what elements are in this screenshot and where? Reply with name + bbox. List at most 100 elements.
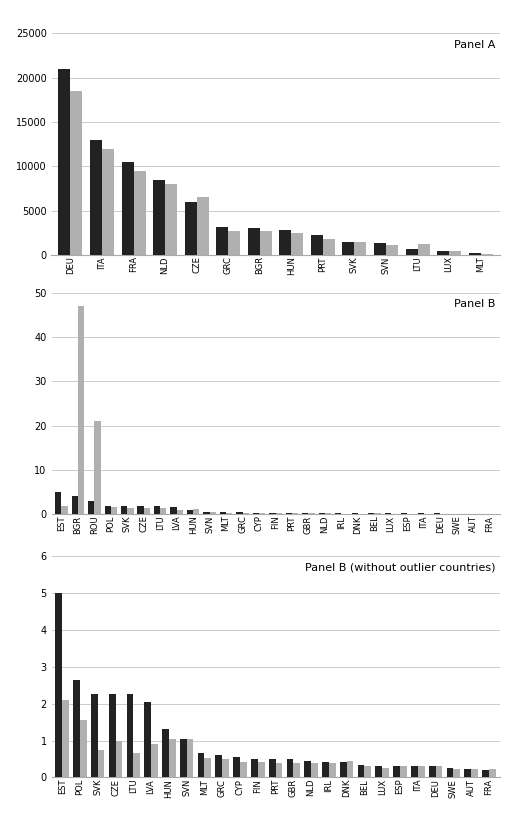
Bar (304, 761, 311, 777)
Legend: 1995, 2009: 1995, 2009 (227, 613, 324, 622)
Bar (347, 761, 353, 777)
Bar (436, 767, 442, 777)
Bar (58, 69, 71, 255)
Bar (153, 180, 165, 255)
Bar (91, 695, 98, 777)
Bar (240, 762, 247, 777)
Bar (357, 765, 365, 777)
Bar (233, 757, 240, 777)
Text: Panel B: Panel B (454, 299, 495, 309)
Bar (286, 512, 292, 514)
Bar (170, 507, 177, 514)
Bar (62, 700, 69, 777)
Bar (121, 506, 127, 514)
Bar (248, 228, 260, 255)
Bar (354, 242, 366, 255)
Bar (160, 508, 166, 514)
Bar (418, 767, 424, 777)
Bar (56, 593, 62, 777)
Bar (73, 680, 80, 777)
Bar (469, 253, 480, 255)
Bar (453, 769, 460, 777)
Bar (122, 162, 133, 255)
Bar (253, 512, 259, 514)
Bar (80, 721, 87, 777)
Bar (382, 768, 389, 777)
Bar (294, 763, 300, 777)
Bar (138, 506, 144, 514)
Bar (291, 233, 303, 255)
Bar (177, 510, 183, 514)
Bar (102, 149, 114, 255)
Bar (319, 513, 325, 514)
Bar (279, 230, 291, 255)
Bar (144, 508, 150, 514)
Bar (465, 769, 471, 777)
Bar (368, 513, 374, 514)
Bar (385, 513, 391, 514)
Bar (151, 743, 158, 777)
Bar (375, 766, 382, 777)
Bar (204, 758, 211, 777)
Bar (105, 506, 111, 514)
Bar (210, 512, 216, 514)
Bar (386, 245, 398, 255)
Bar (71, 91, 82, 255)
Bar (276, 763, 282, 777)
Bar (94, 421, 100, 514)
Bar (323, 239, 335, 255)
Bar (228, 231, 240, 255)
Bar (260, 231, 272, 255)
Bar (165, 184, 177, 255)
Bar (203, 512, 210, 514)
Bar (269, 513, 276, 514)
Bar (480, 253, 493, 255)
Bar (374, 242, 386, 255)
Bar (226, 512, 232, 514)
Legend: 1995, 2009: 1995, 2009 (227, 354, 324, 363)
Bar (292, 513, 298, 514)
Bar (115, 741, 122, 777)
Bar (302, 513, 308, 514)
Bar (340, 762, 347, 777)
Bar (411, 766, 418, 777)
Bar (127, 508, 133, 514)
Bar (186, 739, 194, 777)
Bar (400, 767, 407, 777)
Bar (154, 506, 160, 514)
Bar (144, 701, 151, 777)
Bar (365, 767, 371, 777)
Bar (220, 512, 226, 514)
Bar (418, 244, 430, 255)
Bar (98, 750, 105, 777)
Bar (169, 739, 176, 777)
Bar (482, 770, 489, 777)
Bar (187, 510, 193, 514)
Text: Panel A: Panel A (454, 40, 495, 50)
Bar (111, 507, 117, 514)
Bar (162, 730, 169, 777)
Bar (393, 766, 400, 777)
Bar (197, 197, 209, 255)
Bar (90, 140, 102, 255)
Bar (127, 695, 133, 777)
Bar (180, 739, 186, 777)
Bar (471, 769, 478, 777)
Bar (236, 512, 243, 514)
Bar (185, 201, 197, 255)
Bar (198, 753, 204, 777)
Bar (243, 512, 249, 514)
Bar (342, 242, 354, 255)
Text: Panel B (without outlier countries): Panel B (without outlier countries) (304, 563, 495, 573)
Bar (329, 763, 336, 777)
Bar (55, 492, 61, 514)
Bar (429, 767, 436, 777)
Bar (286, 759, 294, 777)
Bar (72, 496, 78, 514)
Bar (447, 768, 453, 777)
Bar (216, 227, 228, 255)
Bar (133, 171, 146, 255)
Bar (78, 306, 84, 514)
Bar (405, 249, 418, 255)
Bar (61, 506, 67, 514)
